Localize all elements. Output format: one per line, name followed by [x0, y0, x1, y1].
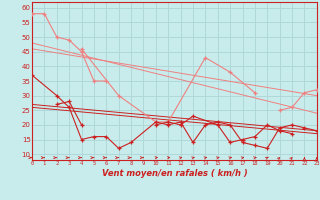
X-axis label: Vent moyen/en rafales ( km/h ): Vent moyen/en rafales ( km/h )	[101, 169, 247, 178]
